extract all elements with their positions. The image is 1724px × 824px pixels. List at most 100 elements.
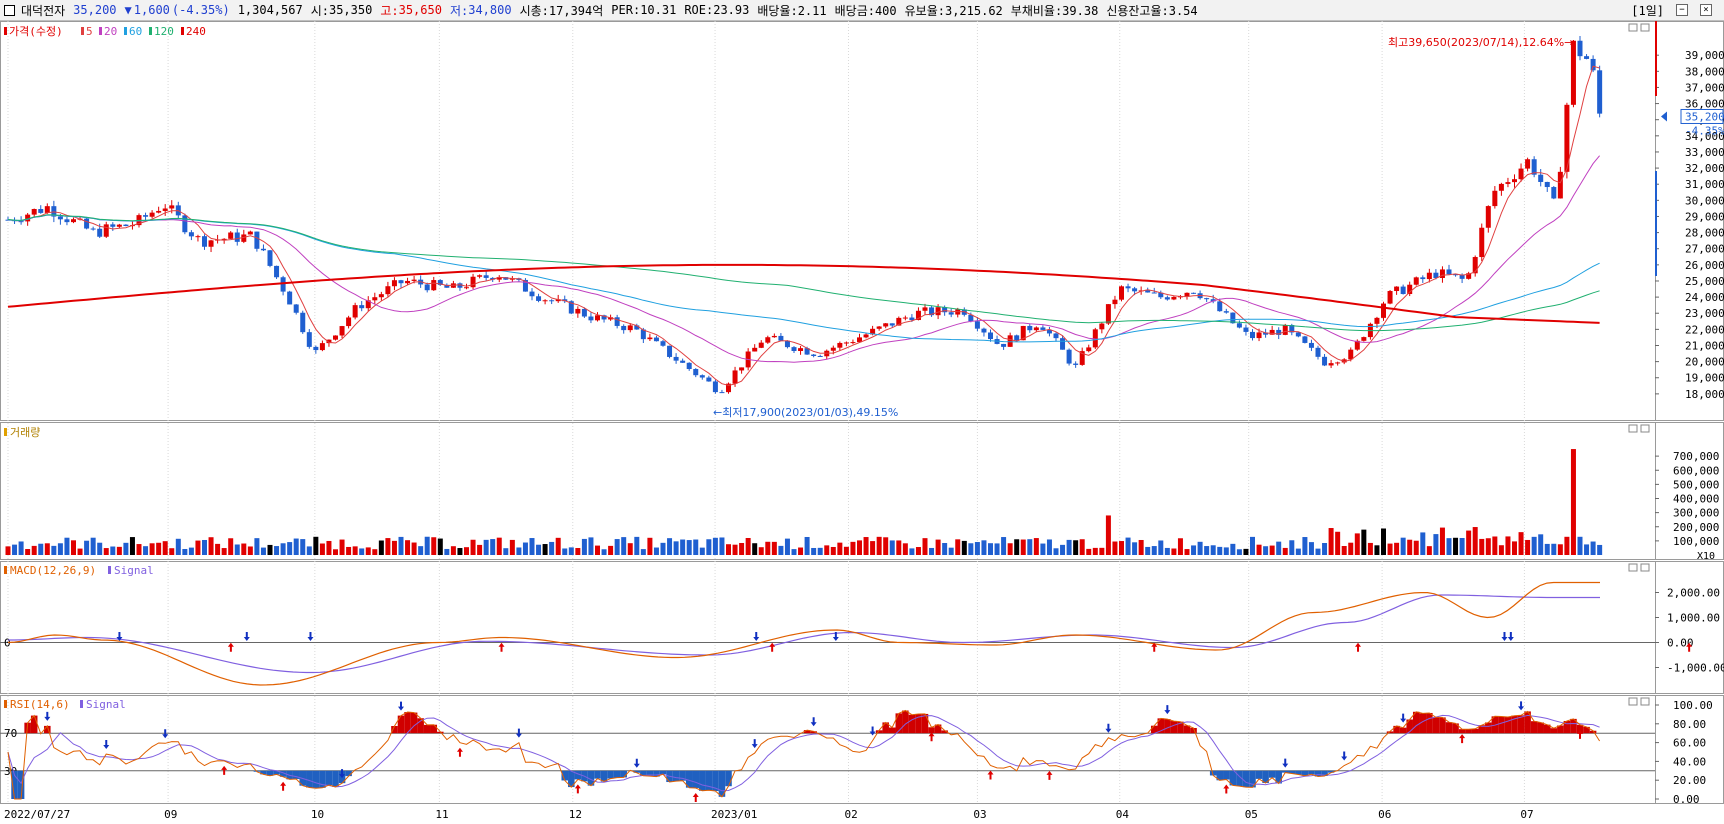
stock-name[interactable]: 대덕전자: [21, 3, 66, 18]
volume-bar: [988, 543, 993, 555]
macd-axis: [1655, 561, 1724, 694]
sell-arrow-icon: [307, 632, 314, 641]
volume-bar: [929, 547, 935, 555]
price-tick-label: 22,000: [1685, 323, 1724, 336]
volume-bar: [509, 539, 515, 555]
candle: [97, 228, 103, 237]
panel-close-icon[interactable]: [1640, 424, 1650, 433]
rsi-overbought-fill: [1471, 728, 1479, 734]
candle: [1112, 299, 1118, 305]
macd-tick-label: 2,000.00: [1667, 587, 1720, 600]
legend-swatch: [149, 27, 152, 35]
candle: [51, 206, 57, 217]
stock-chart[interactable]: 39,00038,00037,00036,00035,00034,00033,0…: [0, 21, 1724, 824]
volume-bar: [1426, 546, 1432, 555]
candle: [352, 305, 358, 318]
volume-bar: [686, 540, 692, 555]
volume-bar: [503, 548, 509, 555]
sell-arrow-icon: [1341, 751, 1348, 761]
volume-bar: [57, 543, 63, 555]
volume-bar: [1453, 537, 1459, 555]
close-icon[interactable]: ×: [1700, 4, 1712, 16]
volume-bar: [771, 541, 777, 555]
legend-swatch: [181, 27, 184, 35]
volume-bar: [293, 538, 299, 555]
volume-bar: [1302, 537, 1308, 555]
volume-bar: [896, 540, 902, 555]
candle: [640, 329, 646, 340]
volume-bar: [1230, 543, 1236, 555]
candle: [1361, 337, 1367, 341]
select-checkbox[interactable]: [4, 4, 15, 16]
panel-close-icon[interactable]: [1640, 23, 1650, 32]
price-tick-label: 36,000: [1685, 98, 1724, 111]
rsi-overbought-fill: [810, 731, 817, 734]
volume-bar: [1439, 527, 1445, 555]
sell-arrow-icon: [1501, 632, 1508, 641]
candle: [1295, 332, 1301, 337]
minimize-icon[interactable]: −: [1676, 4, 1688, 16]
volume-bar: [51, 545, 57, 555]
panel-close-icon[interactable]: [1640, 563, 1650, 572]
candle: [1308, 342, 1314, 348]
period-selector[interactable]: [1일]: [1631, 3, 1664, 18]
volume-bar: [1446, 538, 1452, 555]
legend-swatch: [108, 566, 111, 574]
current-price-label: 35,200: [1685, 110, 1724, 123]
volume-bar: [5, 546, 11, 555]
candle: [1092, 329, 1098, 348]
rsi-overbought-fill: [934, 724, 942, 734]
candle: [143, 215, 149, 217]
rsi-oversold-fill: [1281, 770, 1289, 773]
volume-bar: [811, 547, 817, 555]
panel-close-icon[interactable]: [1640, 697, 1650, 706]
rsi-oversold-fill: [17, 770, 25, 799]
candle: [18, 221, 24, 223]
rsi-oversold-fill: [705, 770, 713, 791]
rsi-oversold-fill: [1275, 770, 1282, 784]
rsi-oversold-fill: [607, 770, 614, 779]
candle: [909, 317, 915, 321]
rsi-overbought-fill: [882, 722, 889, 734]
volume-tick-label: 300,000: [1673, 507, 1719, 520]
volume-bar: [25, 549, 31, 555]
price-tick-label: 23,000: [1685, 307, 1724, 320]
volume-bar: [1584, 544, 1590, 555]
rsi-oversold-fill: [1223, 770, 1230, 780]
candle: [653, 337, 659, 342]
candle: [110, 224, 116, 227]
volume-bar: [418, 546, 424, 555]
volume-bar: [1354, 533, 1360, 555]
volume-bar: [948, 547, 954, 555]
roe-value: ROE:23.93: [684, 3, 750, 17]
rsi-oversold-fill: [312, 770, 320, 789]
volume-bar: [44, 543, 50, 555]
x-tick-label: 04: [1116, 808, 1130, 821]
price-axis: [1655, 21, 1724, 421]
volume-bar: [1184, 549, 1190, 555]
rsi-oversold-fill: [1262, 770, 1269, 784]
volume-bar: [968, 543, 974, 555]
candle: [483, 275, 489, 278]
candle: [64, 219, 70, 223]
candle: [1250, 331, 1255, 339]
candle: [149, 212, 155, 217]
sell-arrow-icon: [243, 632, 250, 641]
volume-bar: [955, 539, 961, 555]
candle: [391, 280, 397, 287]
panel-minimize-icon[interactable]: [1628, 23, 1638, 32]
panel-minimize-icon[interactable]: [1628, 424, 1638, 433]
rsi-signal-line: [7, 714, 1600, 792]
panel-minimize-icon[interactable]: [1628, 697, 1638, 706]
panel-minimize-icon[interactable]: [1628, 563, 1638, 572]
volume-bar: [1374, 545, 1380, 555]
volume-bar: [359, 548, 365, 555]
candle: [857, 337, 862, 343]
candle: [477, 275, 483, 277]
buy-arrow-icon: [498, 642, 505, 652]
volume-bar: [1164, 547, 1170, 555]
volume-bar: [1145, 546, 1151, 555]
rsi-oversold-fill: [659, 770, 667, 775]
sell-arrow-icon: [116, 632, 123, 641]
candle: [798, 348, 804, 351]
